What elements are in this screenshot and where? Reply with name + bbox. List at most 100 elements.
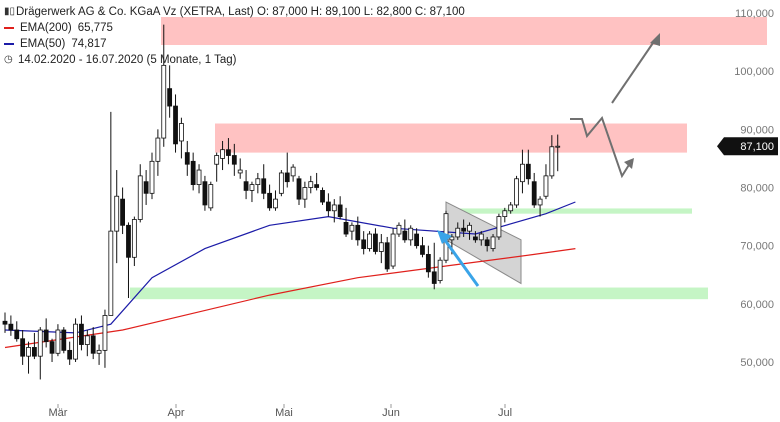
candle-body [514, 178, 519, 206]
candle [267, 184, 273, 211]
legend-ema50: EMA(50) 74,817 [4, 36, 465, 52]
candle-body [26, 347, 31, 357]
candle-body [384, 242, 390, 270]
candle-body [190, 160, 196, 185]
close-value: C: 87,100 [414, 6, 465, 18]
candle-body [208, 184, 214, 209]
last-price-tag [717, 137, 778, 156]
candle [378, 234, 384, 264]
legend-ema200: EMA(200) 65,775 [4, 20, 465, 36]
candle [55, 324, 61, 357]
candle-body [73, 323, 78, 360]
candle-body [543, 175, 549, 197]
candle-body [325, 201, 331, 212]
candle [425, 245, 431, 278]
candle [302, 181, 308, 208]
candle [20, 330, 26, 365]
candle [196, 164, 202, 194]
x-tick-label: Mai [275, 407, 293, 419]
gray-arrow-shaft-up [611, 39, 656, 104]
candle [184, 140, 190, 176]
candle [478, 231, 484, 246]
candle [178, 117, 184, 159]
candle [102, 309, 108, 368]
candle-body [414, 233, 420, 247]
candle-body [490, 236, 496, 249]
candle [84, 330, 90, 357]
candle-body [320, 190, 325, 203]
candle [137, 164, 143, 223]
candle [14, 321, 20, 342]
x-axis: Mär Apr Mai Jun Jul [49, 404, 512, 419]
candle [26, 341, 31, 374]
candle-body [261, 178, 267, 194]
candle [414, 228, 420, 249]
candle-body [355, 224, 361, 241]
candle [349, 222, 355, 240]
candle-body [467, 224, 472, 232]
candle-body [43, 329, 49, 343]
candle-body [431, 271, 437, 284]
clock-icon: ◷ [4, 54, 13, 65]
candle [231, 143, 237, 176]
candle-body [184, 152, 190, 165]
candle-body [531, 181, 537, 206]
candle [37, 327, 43, 380]
candle [79, 315, 84, 351]
candle-body [296, 178, 302, 200]
candle [49, 338, 55, 362]
candle-body [231, 155, 237, 165]
candle [208, 181, 214, 211]
candle [278, 170, 284, 197]
candle-body [314, 184, 320, 188]
y-tick-label: 90,000 [740, 124, 774, 136]
candle [149, 152, 155, 200]
candle-body [137, 175, 143, 220]
candle-body [331, 204, 337, 212]
candle [502, 207, 508, 223]
candle-body [273, 198, 278, 209]
candle [143, 170, 149, 205]
candle [61, 327, 67, 354]
y-tick-label: 50,000 [740, 357, 774, 369]
y-tick-label: 70,000 [740, 241, 774, 253]
candle [314, 172, 320, 191]
candle [555, 134, 561, 172]
candle-body [67, 349, 73, 360]
candle [8, 315, 14, 336]
candle [190, 152, 196, 191]
candle [496, 213, 502, 240]
candle-body [337, 204, 343, 217]
candle-body [149, 160, 155, 194]
y-tick-label: 80,000 [740, 183, 774, 195]
candle [2, 312, 8, 333]
candle [437, 257, 443, 284]
x-tick-label: Apr [167, 407, 184, 419]
candle-body [302, 187, 308, 200]
candle [161, 24, 167, 147]
resistance-zone-upper [161, 17, 767, 45]
candle-body [120, 198, 125, 226]
candle-body [402, 230, 408, 241]
candle-body [114, 195, 120, 232]
candle [484, 236, 490, 252]
candle-body [220, 149, 225, 159]
candle [226, 138, 231, 165]
candle-body [161, 64, 167, 139]
x-tick-label: Jul [498, 407, 512, 419]
candle [114, 170, 120, 264]
candle-body [449, 236, 455, 241]
candle [490, 234, 496, 252]
candle [32, 332, 37, 360]
candle-body [90, 335, 96, 354]
candle [243, 170, 249, 200]
candle-body [55, 329, 61, 354]
candle [255, 172, 261, 194]
candle [373, 228, 378, 255]
candlestick-icon: ▮▯ [4, 6, 16, 17]
candle-body [226, 149, 231, 156]
high-value: H: 89,100 [310, 6, 361, 18]
candle-body [243, 181, 249, 191]
ema50-value: 74,817 [71, 38, 107, 50]
candle [167, 65, 173, 118]
